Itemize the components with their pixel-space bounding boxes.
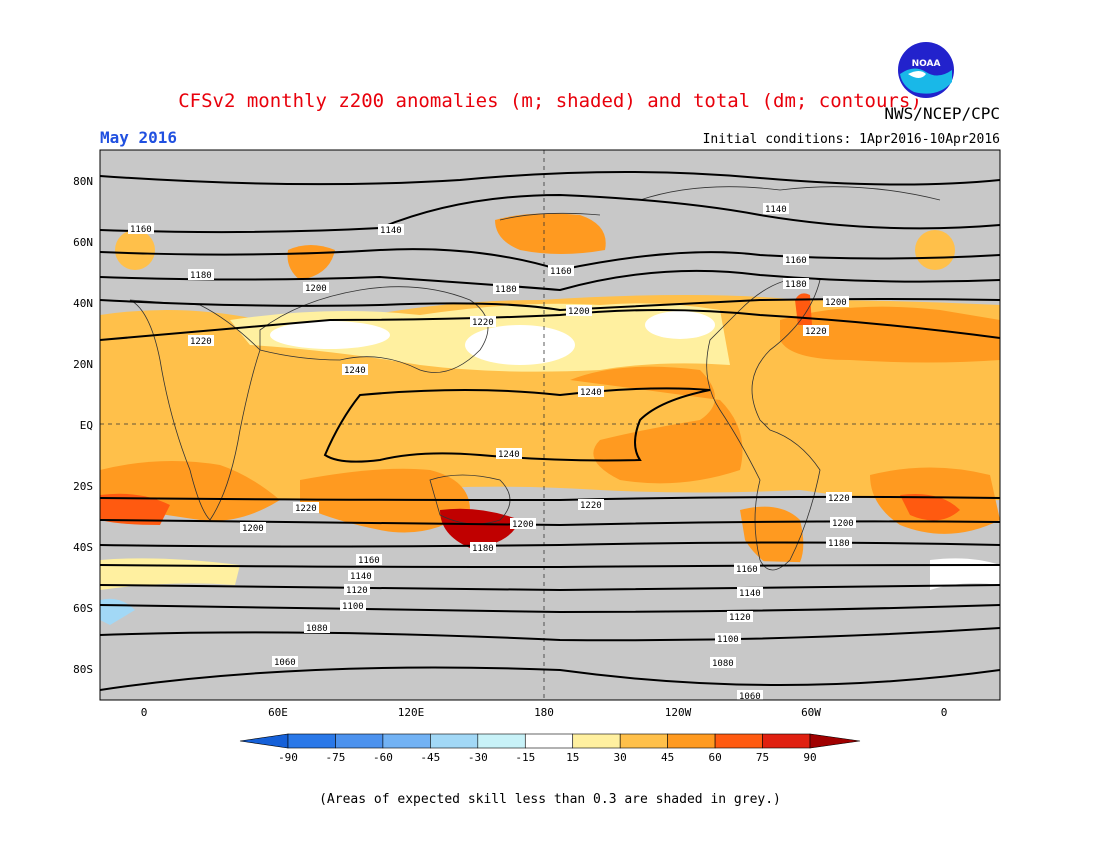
map-frame: [99, 149, 1001, 701]
colorbar-swatch: [335, 733, 384, 749]
contour-label: 1080: [306, 624, 328, 634]
longitude-labels: 0 60E 120E 180 120W 60W 0: [141, 706, 948, 719]
lat-label: 20N: [73, 358, 93, 371]
colorbar-swatch: [667, 733, 716, 749]
contour-label: 1240: [580, 388, 602, 398]
contour-label: 1180: [785, 280, 807, 290]
contour-label: 1220: [805, 327, 827, 337]
contour-label: 1160: [736, 565, 758, 575]
chart-title: CFSv2 monthly z200 anomalies (m; shaded)…: [178, 90, 922, 112]
contour-label: 1140: [739, 589, 761, 599]
contour-label: 1180: [495, 285, 517, 295]
colorbar-tick-label: 30: [614, 751, 627, 764]
contour-label: 1200: [825, 298, 847, 308]
colorbar-right-arrow: [809, 733, 861, 749]
colorbar-swatch: [287, 733, 336, 749]
contour-label: 1180: [190, 271, 212, 281]
contour-label: 1100: [342, 602, 364, 612]
colorbar-tick-label: 75: [756, 751, 769, 764]
colorbar-swatch: [430, 733, 479, 749]
lat-label: 80N: [73, 175, 93, 188]
contour-label: 1100: [717, 635, 739, 645]
latitude-labels: 80N 60N 40N 20N EQ 20S 40S 60S 80S: [73, 175, 93, 676]
colorbar-swatch: [619, 733, 668, 749]
contour-label: 1120: [729, 613, 751, 623]
footnote: (Areas of expected skill less than 0.3 a…: [319, 792, 781, 807]
coastlines: [129, 186, 941, 571]
contour-label: 1160: [785, 256, 807, 266]
contour-label: 1240: [498, 450, 520, 460]
contour-label: 1220: [472, 318, 494, 328]
lat-label: 20S: [73, 480, 93, 493]
contour-label: 1200: [305, 284, 327, 294]
contour-label: 1140: [380, 226, 402, 236]
contour-label: 1160: [130, 225, 152, 235]
colorbar-tick-label: 90: [803, 751, 816, 764]
lon-label: 60E: [268, 706, 288, 719]
lat-label: 80S: [73, 663, 93, 676]
colorbar-swatch: [762, 733, 811, 749]
contour-label: 1220: [295, 504, 317, 514]
noaa-logo: NOAA: [896, 40, 956, 100]
contour-label: 1200: [832, 519, 854, 529]
lat-label: EQ: [80, 419, 93, 432]
colorbar-tick-label: -90: [278, 751, 298, 764]
contour-label: 1220: [580, 501, 602, 511]
agency-label: NWS/NCEP/CPC: [884, 104, 1000, 123]
contour-label: 1060: [739, 692, 761, 702]
colorbar-tick-label: -30: [468, 751, 488, 764]
logo-text: NOAA: [912, 59, 941, 69]
contour-label: 1220: [828, 494, 850, 504]
colorbar-tick-label: -15: [515, 751, 535, 764]
contour-label: 1220: [190, 337, 212, 347]
lon-label: 0: [141, 706, 148, 719]
contour-labels: 1160 1140 1140 1160 1160 1180 1180 1180 …: [128, 203, 856, 702]
contour-label: 1200: [242, 524, 264, 534]
lon-label: 180: [534, 706, 554, 719]
contour-label: 1180: [828, 539, 850, 549]
colorbar-swatch: [572, 733, 621, 749]
colorbar: -90 -75 -60 -45 -30 -15 15 30 45 60 75 90: [239, 733, 861, 764]
lon-label: 60W: [801, 706, 821, 719]
colorbar-tick-label: -45: [420, 751, 440, 764]
contour-label: 1180: [472, 544, 494, 554]
colorbar-tick-label: -75: [326, 751, 346, 764]
contour-label: 1140: [350, 572, 372, 582]
month-label: May 2016: [100, 128, 178, 147]
lat-label: 40S: [73, 541, 93, 554]
colorbar-tick-label: 60: [708, 751, 721, 764]
colorbar-tick-label: -60: [373, 751, 393, 764]
colorbar-swatch: [382, 733, 431, 749]
lon-label: 120E: [398, 706, 425, 719]
lat-label: 60N: [73, 236, 93, 249]
colorbar-swatch: [714, 733, 763, 749]
colorbar-tick-label: 15: [566, 751, 579, 764]
contour-label: 1120: [346, 586, 368, 596]
contour-label: 1160: [358, 556, 380, 566]
contour-label: 1240: [344, 366, 366, 376]
contour-lines: [100, 170, 1000, 691]
colorbar-left-arrow: [239, 733, 289, 749]
colorbar-tick-label: 45: [661, 751, 674, 764]
contour-label: 1200: [568, 307, 590, 317]
lat-label: 60S: [73, 602, 93, 615]
colorbar-swatch: [524, 733, 574, 749]
colorbar-swatch: [477, 733, 526, 749]
lon-label: 0: [941, 706, 948, 719]
lat-label: 40N: [73, 297, 93, 310]
contour-label: 1080: [712, 659, 734, 669]
initial-conditions-label: Initial conditions: 1Apr2016-10Apr2016: [702, 132, 1000, 147]
contour-label: 1200: [512, 520, 534, 530]
contour-label: 1060: [274, 658, 296, 668]
contour-label: 1140: [765, 205, 787, 215]
contour-label: 1160: [550, 267, 572, 277]
lon-label: 120W: [665, 706, 692, 719]
